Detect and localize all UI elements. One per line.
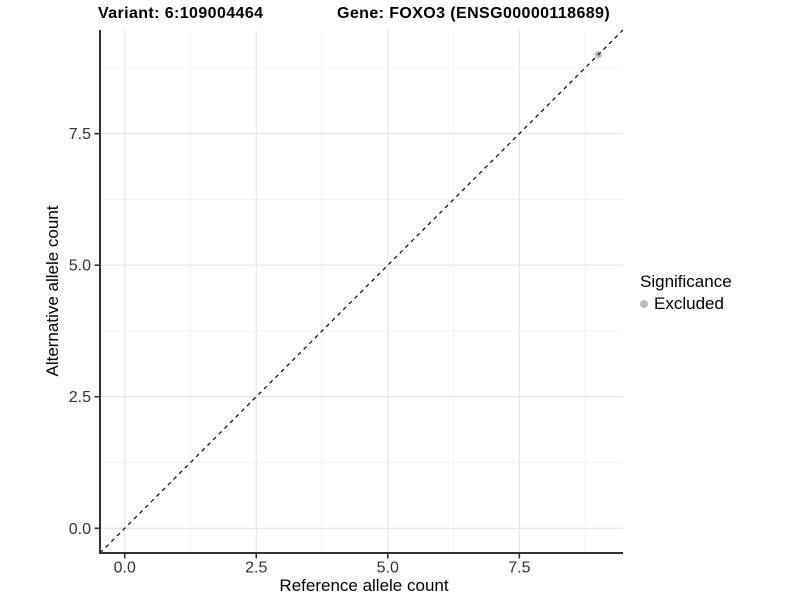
y-tick-label: 7.5 [69, 126, 91, 143]
y-tick-label: 5.0 [69, 258, 91, 275]
y-tick-label: 2.5 [69, 389, 91, 406]
y-tick-label: 0.0 [69, 521, 91, 538]
x-tick-label: 2.5 [245, 560, 267, 577]
x-axis-title: Reference allele count [279, 576, 449, 595]
plot-title-variant: Variant: 6:109004464 [98, 5, 264, 22]
legend-item-excluded: Excluded [640, 294, 732, 314]
excluded-point-swatch [640, 300, 648, 308]
x-tick-label: 7.5 [508, 560, 530, 577]
y-axis-title: Alternative allele count [43, 205, 62, 377]
x-tick-label: 0.0 [114, 560, 136, 577]
legend-item-label: Excluded [654, 294, 724, 313]
legend: Significance Excluded [640, 272, 732, 314]
plot-title-gene: Gene: FOXO3 (ENSG00000118689) [337, 5, 611, 22]
legend-title: Significance [640, 272, 732, 291]
identity-reference-line [99, 29, 624, 554]
x-tick-label: 5.0 [377, 560, 399, 577]
